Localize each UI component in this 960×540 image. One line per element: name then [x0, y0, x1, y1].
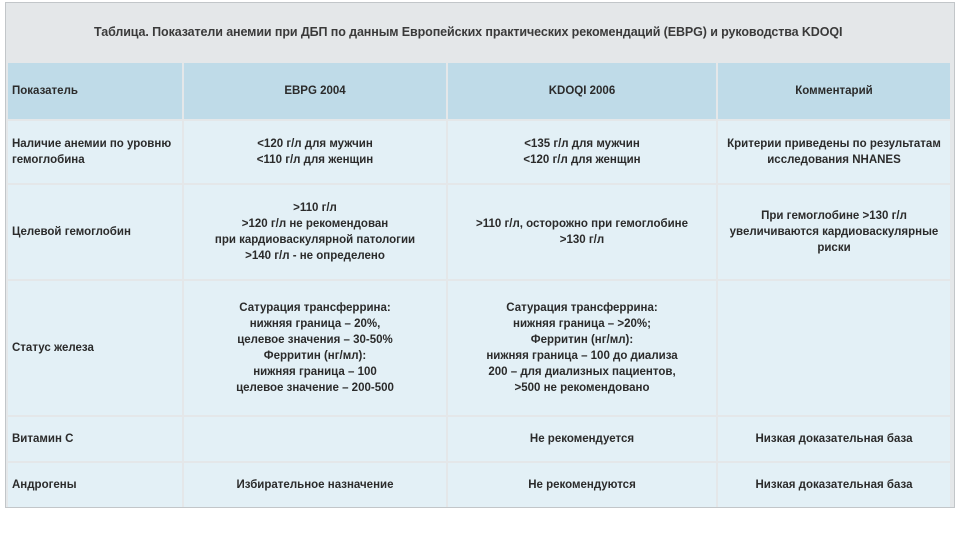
cell-line: нижняя граница – 100 до диализа	[486, 350, 678, 362]
cell-line: Сатурация трансферрина:	[506, 302, 658, 314]
cell-line: 200 – для диализных пациентов,	[488, 366, 676, 378]
cell-line: Низкая доказательная база	[755, 479, 913, 491]
cell-ebpg: <120 г/л для мужчин <110 г/л для женщин	[184, 121, 446, 183]
cell-line: <120 г/л для женщин	[523, 154, 641, 166]
table-row: Целевой гемоглобин >110 г/л >120 г/л не ре…	[8, 185, 950, 279]
cell-line: <120 г/л для мужчин	[257, 138, 373, 150]
cell-line: При гемоглобине >130 г/л	[761, 210, 907, 222]
cell-indicator: Целевой гемоглобин	[8, 185, 182, 279]
cell-line: >110 г/л, осторожно при гемоглобине	[476, 218, 688, 230]
cell-line: Критерии приведены по результатам	[727, 138, 941, 150]
header-row: Показатель EBPG 2004 KDOQI 2006 Коммента…	[8, 63, 950, 119]
cell-comment	[718, 281, 950, 415]
table-row: Статус железа Сатурация трансферрина: нижн…	[8, 281, 950, 415]
cell-line: Наличие анемии по уровню	[12, 138, 172, 150]
cell-ebpg	[184, 417, 446, 461]
cell-indicator: Андрогены	[8, 463, 182, 507]
cell-comment: Низкая доказательная база	[718, 417, 950, 461]
cell-line: целевое значение – 200-500	[236, 382, 394, 394]
cell-comment: Критерии приведены по результатам исследо…	[718, 121, 950, 183]
cell-line: риски	[817, 242, 851, 254]
cell-indicator: Статус железа	[8, 281, 182, 415]
cell-line: целевое значения – 30-50%	[237, 334, 393, 346]
cell-line: >500 не рекомендовано	[514, 382, 650, 394]
header-ebpg: EBPG 2004	[184, 63, 446, 119]
cell-line: нижняя граница – 100	[253, 366, 377, 378]
cell-line: >140 г/л - не определено	[245, 250, 385, 262]
cell-line: Сатурация трансферрина:	[239, 302, 391, 314]
cell-kdoqi: Не рекомендуются	[448, 463, 716, 507]
cell-line: исследования NHANES	[767, 154, 901, 166]
cell-line: при кардиоваскулярной патологии	[214, 234, 416, 246]
cell-comment: При гемоглобине >130 г/л увеличиваются ка…	[718, 185, 950, 279]
cell-line: Низкая доказательная база	[755, 433, 913, 445]
cell-line: Ферритин (нг/мл):	[530, 334, 634, 346]
header-comment: Комментарий	[718, 63, 950, 119]
cell-kdoqi: Сатурация трансферрина: нижняя граница – …	[448, 281, 716, 415]
cell-ebpg: Избирательное назначение	[184, 463, 446, 507]
cell-indicator: Витамин С	[8, 417, 182, 461]
cell-indicator: Наличие анемии по уровню гемоглобина	[8, 121, 182, 183]
cell-line: Статус железа	[12, 342, 94, 354]
cell-ebpg: >110 г/л >120 г/л не рекомендован при кард…	[184, 185, 446, 279]
cell-line: Не рекомендуются	[528, 479, 636, 491]
cell-line: <135 г/л для мужчин	[524, 138, 640, 150]
table-row: Наличие анемии по уровню гемоглобина <120 …	[8, 121, 950, 183]
cell-line: >110 г/л	[293, 202, 337, 214]
cell-line: >120 г/л не рекомендован	[241, 218, 389, 230]
cell-line: гемоглобина	[12, 154, 85, 166]
cell-line: нижняя граница – >20%;	[513, 318, 651, 330]
anemia-table: Показатель EBPG 2004 KDOQI 2006 Коммента…	[6, 61, 952, 509]
cell-line: увеличиваются кардиоваскулярные	[729, 226, 939, 238]
cell-kdoqi: >110 г/л, осторожно при гемоглобине >130 …	[448, 185, 716, 279]
table-row: Витамин С Не рекомендуется Низкая доказате…	[8, 417, 950, 461]
cell-line: <110 г/л для женщин	[256, 154, 374, 166]
table-title: Таблица. Показатели анемии при ДБП по да…	[94, 25, 843, 39]
cell-line: Не рекомендуется	[529, 433, 635, 445]
cell-kdoqi: <135 г/л для мужчин <120 г/л для женщин	[448, 121, 716, 183]
cell-line: >130 г/л	[559, 234, 605, 246]
cell-line: Андрогены	[12, 479, 77, 491]
header-kdoqi: KDOQI 2006	[448, 63, 716, 119]
cell-line: нижняя граница – 20%,	[249, 318, 381, 330]
cell-comment: Низкая доказательная база	[718, 463, 950, 507]
table-row: Андрогены Избирательное назначение Не реко…	[8, 463, 950, 507]
cell-line: Ферритин (нг/мл):	[263, 350, 367, 362]
header-indicator: Показатель	[8, 63, 182, 119]
cell-ebpg: Сатурация трансферрина: нижняя граница – …	[184, 281, 446, 415]
cell-line: Целевой гемоглобин	[12, 226, 131, 238]
cell-line: Избирательное назначение	[236, 479, 394, 491]
table-frame: Таблица. Показатели анемии при ДБП по да…	[5, 2, 955, 508]
cell-kdoqi: Не рекомендуется	[448, 417, 716, 461]
cell-line: Витамин С	[12, 433, 74, 445]
